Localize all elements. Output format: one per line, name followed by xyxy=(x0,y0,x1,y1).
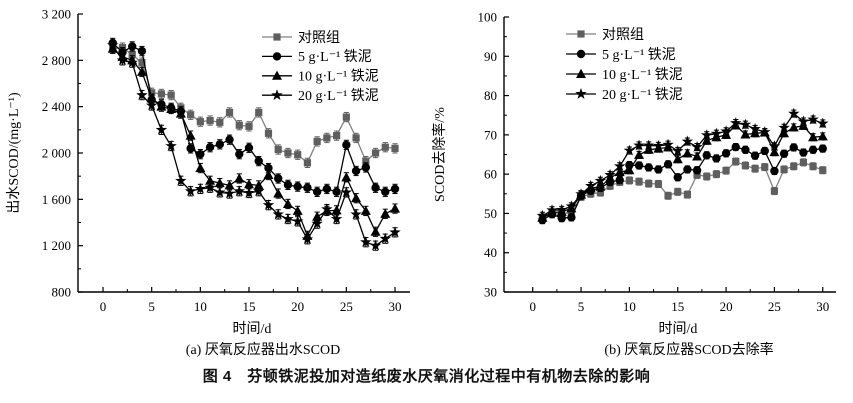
svg-text:2 400: 2 400 xyxy=(42,99,71,114)
svg-text:10 g·L⁻¹ 铁泥: 10 g·L⁻¹ 铁泥 xyxy=(602,67,683,83)
svg-text:50: 50 xyxy=(484,206,497,221)
svg-text:1 200: 1 200 xyxy=(42,238,71,253)
svg-text:5: 5 xyxy=(578,299,585,314)
svg-text:2 800: 2 800 xyxy=(42,53,71,68)
svg-text:60: 60 xyxy=(484,167,497,182)
svg-text:3 200: 3 200 xyxy=(42,7,71,22)
svg-text:30: 30 xyxy=(389,299,402,314)
svg-text:25: 25 xyxy=(340,299,353,314)
svg-text:20 g·L⁻¹ 铁泥: 20 g·L⁻¹ 铁泥 xyxy=(602,87,683,103)
svg-text:出水SCOD/(mg·L⁻¹): 出水SCOD/(mg·L⁻¹) xyxy=(6,92,22,214)
svg-text:90: 90 xyxy=(484,49,497,64)
svg-text:10 g·L⁻¹ 铁泥: 10 g·L⁻¹ 铁泥 xyxy=(298,69,379,85)
chart-b-caption: (b) 厌氧反应器SCOD去除率 xyxy=(604,343,774,358)
svg-text:2 000: 2 000 xyxy=(42,146,71,161)
svg-text:30: 30 xyxy=(484,285,497,300)
svg-text:10: 10 xyxy=(623,299,636,314)
figure-title: 图 4 芬顿铁泥投加对造纸废水厌氧消化过程中有机物去除的影响 xyxy=(202,368,651,385)
chart-b-line-plot: 30 40 50 60 70 80 90 100 0 5 10 15 20 25 30 时间/d SCOD去除率… xyxy=(431,10,836,337)
charts-row: 800 1 200 1 600 2 000 2 400 2 800 3 200 0 5 10 15 2… xyxy=(0,0,852,359)
svg-text:5 g·L⁻¹ 铁泥: 5 g·L⁻¹ 铁泥 xyxy=(298,49,372,65)
svg-text:10: 10 xyxy=(194,299,207,314)
svg-text:对照组: 对照组 xyxy=(298,30,340,46)
chart-a-line-plot: 800 1 200 1 600 2 000 2 400 2 800 3 200 0 5 10 15 2… xyxy=(6,7,410,337)
chart-b-block: 30 40 50 60 70 80 90 100 0 5 10 15 20 25 30 时间/d SCOD去除率… xyxy=(426,0,852,359)
svg-text:5 g·L⁻¹ 铁泥: 5 g·L⁻¹ 铁泥 xyxy=(602,47,676,63)
svg-text:20 g·L⁻¹ 铁泥: 20 g·L⁻¹ 铁泥 xyxy=(298,88,379,104)
svg-text:70: 70 xyxy=(484,127,497,142)
svg-text:SCOD去除率/%: SCOD去除率/% xyxy=(431,107,448,202)
svg-text:30: 30 xyxy=(816,299,829,314)
svg-text:20: 20 xyxy=(720,299,733,314)
svg-text:100: 100 xyxy=(478,10,498,25)
svg-text:1 600: 1 600 xyxy=(42,192,71,207)
svg-text:时间/d: 时间/d xyxy=(659,321,698,337)
svg-text:80: 80 xyxy=(484,88,497,103)
chart-a-caption: (a) 厌氧反应器出水SCOD xyxy=(185,343,341,358)
svg-text:40: 40 xyxy=(484,245,497,260)
svg-text:0: 0 xyxy=(100,299,107,314)
svg-text:15: 15 xyxy=(671,299,684,314)
svg-text:时间/d: 时间/d xyxy=(233,321,272,337)
svg-text:25: 25 xyxy=(768,299,781,314)
svg-text:20: 20 xyxy=(291,299,304,314)
svg-text:15: 15 xyxy=(243,299,256,314)
svg-text:5: 5 xyxy=(148,299,155,314)
chart-a-block: 800 1 200 1 600 2 000 2 400 2 800 3 200 0 5 10 15 2… xyxy=(0,0,426,359)
svg-text:对照组: 对照组 xyxy=(602,27,644,43)
svg-text:800: 800 xyxy=(52,285,72,300)
svg-text:0: 0 xyxy=(529,299,536,314)
